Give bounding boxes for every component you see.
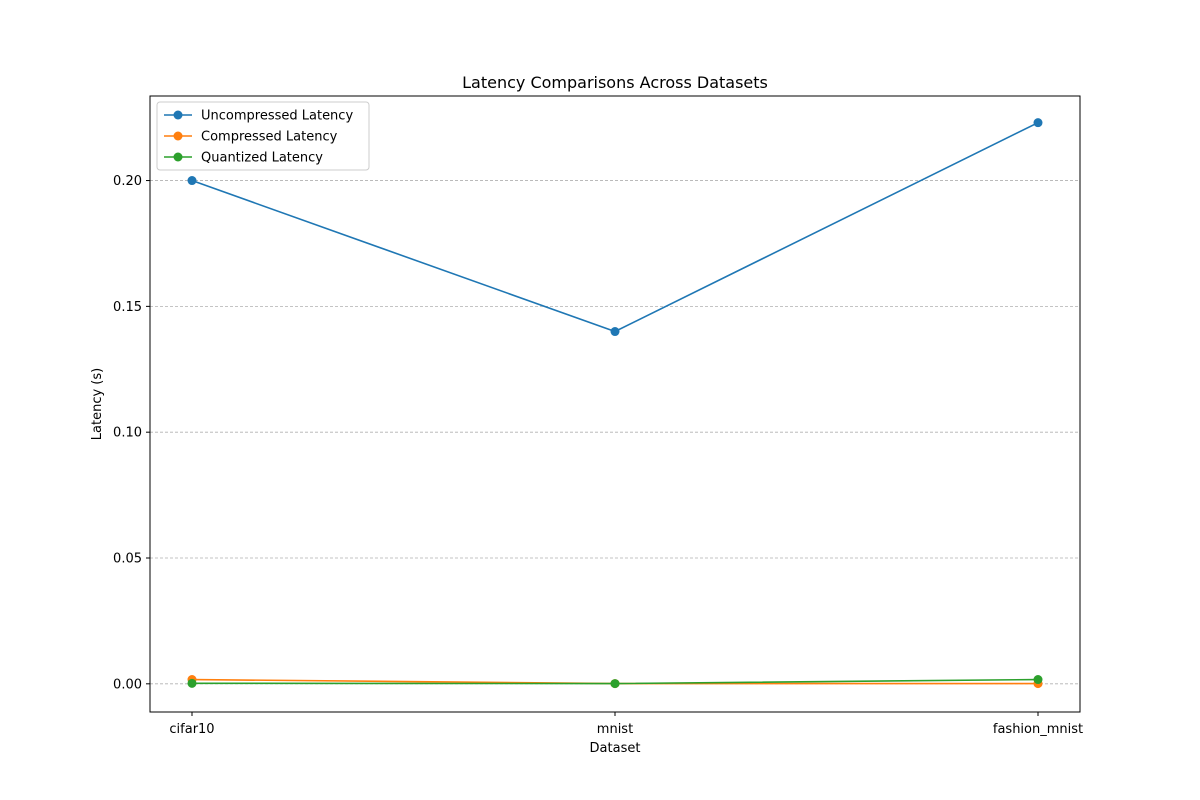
legend-marker: [173, 152, 183, 162]
legend-label: Uncompressed Latency: [201, 109, 353, 124]
series-layer: [187, 118, 1043, 689]
data-point: [610, 327, 620, 337]
legend-marker: [173, 131, 183, 141]
legend: Uncompressed Latency Compressed Latency Qu…: [156, 101, 370, 171]
y-axis-label: Latency (s): [90, 368, 105, 440]
x-tick-label: fashion_mnist: [993, 722, 1083, 737]
y-tick-label: 0.00: [113, 677, 142, 692]
y-tick-label: 0.20: [113, 174, 142, 189]
legend-label: Quantized Latency: [201, 151, 323, 166]
chart-title: Latency Comparisons Across Datasets: [462, 73, 768, 92]
data-point: [1033, 118, 1043, 128]
axis-layer: 0.00 0.05 0.10 0.15 0.20 cifar10 mnist fashion_…: [113, 174, 1083, 737]
y-tick-label: 0.05: [113, 552, 142, 567]
series-1: [187, 118, 1043, 337]
y-tick-label: 0.15: [113, 300, 142, 315]
x-axis-label: Dataset: [590, 741, 641, 756]
legend-box: [156, 101, 370, 171]
x-tick-label: mnist: [597, 722, 633, 737]
data-point: [610, 679, 620, 689]
data-point: [1033, 675, 1043, 685]
y-tick-label: 0.10: [113, 426, 142, 441]
data-point: [187, 176, 197, 186]
legend-marker: [173, 110, 183, 120]
data-point: [187, 678, 197, 688]
x-tick-label: cifar10: [169, 722, 214, 737]
series-3: [187, 675, 1043, 689]
legend-label: Compressed Latency: [201, 130, 338, 145]
